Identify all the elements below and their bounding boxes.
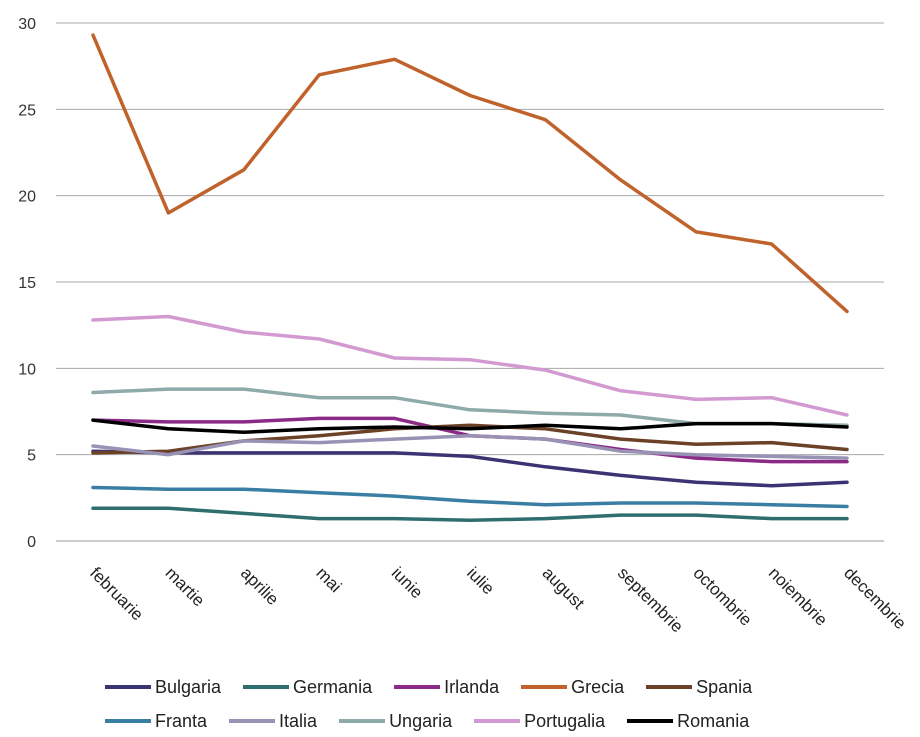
legend-label: Ungaria	[389, 710, 453, 731]
gridlines	[56, 22, 884, 542]
legend-item-romania: Romania	[627, 711, 749, 732]
y-tick-label: 20	[18, 189, 36, 206]
x-tick-label: decembrie	[840, 563, 910, 633]
legend-swatch	[627, 719, 674, 723]
series-line-romania	[91, 418, 849, 434]
legend: Bulgaria Germania Irlanda Grecia Spania Fran…	[0, 672, 920, 737]
x-tick-label: iunie	[388, 563, 427, 602]
legend-label: Bulgaria	[155, 676, 222, 697]
legend-swatch	[646, 685, 693, 689]
legend-item-franta: Franta	[105, 711, 207, 732]
x-tick-label: septembrie	[614, 563, 687, 636]
x-tick-label: iulie	[463, 563, 498, 598]
x-axis-ticks: februarie martie aprilie mai iunie iulie augus…	[86, 563, 910, 636]
legend-row-2: Franta Italia Ungaria Portugalia Romania	[105, 706, 771, 736]
legend-item-irlanda: Irlanda	[394, 677, 499, 698]
series-line-grecia	[91, 33, 849, 314]
series-line-italia	[91, 433, 849, 460]
x-tick-label: mai	[312, 563, 345, 596]
x-tick-label: martie	[162, 563, 209, 610]
y-tick-label: 30	[18, 16, 36, 33]
legend-swatch	[521, 685, 568, 689]
legend-label: Italia	[279, 710, 318, 731]
legend-item-ungaria: Ungaria	[339, 711, 452, 732]
x-tick-label: aprilie	[237, 563, 283, 609]
legend-swatch	[243, 685, 290, 689]
legend-swatch	[394, 685, 441, 689]
legend-label: Spania	[696, 676, 753, 697]
y-tick-label: 5	[27, 448, 36, 465]
series-lines	[91, 33, 849, 523]
series-line-germania	[91, 506, 849, 523]
legend-swatch	[339, 719, 386, 723]
legend-swatch	[474, 719, 521, 723]
series-line-bulgaria	[91, 449, 849, 488]
legend-item-portugalia: Portugalia	[474, 711, 605, 732]
x-tick-label: noiembrie	[765, 563, 831, 629]
legend-label: Irlanda	[444, 676, 500, 697]
legend-label: Franta	[155, 710, 208, 731]
x-tick-label: august	[539, 563, 589, 613]
legend-label: Romania	[677, 710, 750, 731]
y-tick-label: 15	[18, 275, 36, 292]
y-axis-ticks: 0 5 10 15 20 25 30	[18, 16, 36, 551]
series-line-franta	[91, 485, 849, 509]
legend-item-spania: Spania	[646, 677, 752, 698]
legend-label: Germania	[293, 676, 373, 697]
legend-item-bulgaria: Bulgaria	[105, 677, 221, 698]
legend-label: Grecia	[571, 676, 625, 697]
y-tick-label: 25	[18, 102, 36, 119]
y-tick-label: 0	[27, 534, 36, 551]
line-chart: 0 5 10 15 20 25 30 februarie martie aprilie mai iu…	[18, 16, 910, 636]
x-tick-label: octombrie	[689, 563, 755, 629]
legend-swatch	[105, 685, 151, 689]
legend-row-1: Bulgaria Germania Irlanda Grecia Spania	[105, 672, 774, 702]
legend-item-grecia: Grecia	[521, 677, 624, 698]
legend-swatch	[105, 719, 151, 723]
legend-label: Portugalia	[524, 710, 606, 731]
x-tick-label: februarie	[86, 563, 147, 624]
legend-swatch	[229, 719, 276, 723]
legend-item-italia: Italia	[229, 711, 317, 732]
series-line-portugalia	[91, 314, 849, 417]
series-line-ungaria	[91, 387, 849, 428]
y-tick-label: 10	[18, 361, 36, 378]
legend-item-germania: Germania	[243, 677, 372, 698]
